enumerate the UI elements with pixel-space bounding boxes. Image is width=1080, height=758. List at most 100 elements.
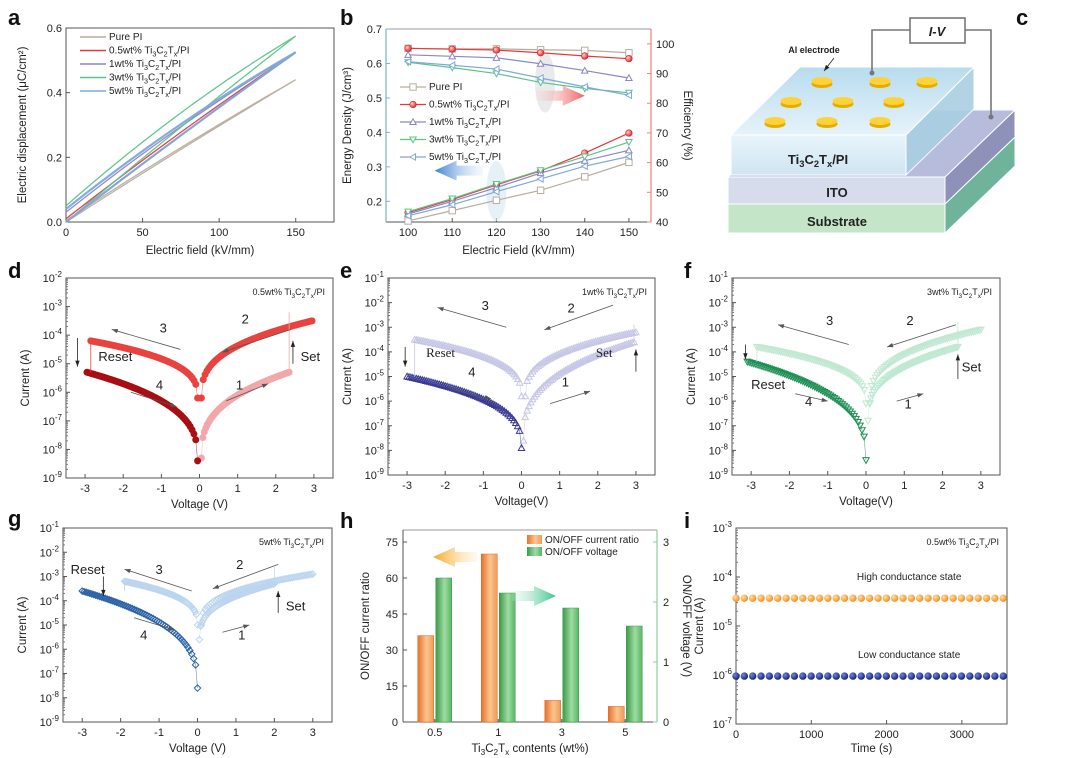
tick-base: 10	[709, 396, 721, 408]
y-tick-label: 10-5	[365, 369, 385, 384]
lcs-point	[765, 672, 774, 680]
tick-base: 10	[365, 298, 377, 310]
efficiency-marker	[625, 55, 633, 63]
y-tick-label: 60	[386, 573, 398, 585]
lcs-point	[790, 672, 799, 680]
y-tick-label: 10-9	[709, 467, 729, 482]
sweep-3-point	[517, 391, 526, 400]
sweep-4-point	[192, 436, 200, 444]
sample-annotation: 3wt% Ti3C2Tx/PI	[927, 287, 992, 300]
x-tick-label: -2	[440, 480, 450, 492]
y-tick-label: 10-2	[365, 295, 385, 310]
hcs-point	[849, 594, 857, 602]
hcs-point	[749, 594, 757, 602]
sweep-3-point	[847, 372, 856, 380]
y2-tick-label: 70	[656, 128, 668, 140]
tick-base: 10	[365, 421, 377, 433]
efficiency-marker	[404, 50, 413, 58]
sweep-4-point	[141, 610, 150, 619]
panel-d-iv-0.5wt: d-3 -2 -1 0 1 2 310-910-810-710-610-510-410-31…	[8, 258, 334, 511]
tick-base: 10	[40, 572, 52, 584]
subscript: 2	[814, 159, 819, 169]
hcs-point	[882, 594, 891, 602]
energy-density-marker	[624, 146, 633, 154]
subscript: 2	[155, 63, 159, 72]
subscript: x	[174, 50, 178, 59]
x-tick-label: 1000	[799, 729, 823, 741]
tick-base: 10	[365, 396, 377, 408]
efficiency-marker	[581, 52, 589, 60]
y-axis-label: Current (A)	[17, 596, 29, 653]
tick-exponent: -9	[52, 714, 60, 723]
text-span: Ti	[958, 537, 965, 547]
sweep-3-point	[832, 364, 841, 373]
text-span: 5wt%	[259, 537, 283, 547]
sweep-4-point	[182, 640, 190, 649]
efficiency-marker	[448, 61, 456, 70]
set-arrow-head	[633, 349, 639, 356]
sweep-number-3: 3	[155, 562, 162, 577]
efficiency-marker	[536, 49, 545, 57]
sweep-3-point	[124, 578, 133, 587]
sweep-2-point	[548, 352, 558, 360]
al-electrode	[883, 97, 905, 105]
hcs-point	[949, 594, 957, 602]
x-tick-label: -1	[154, 727, 164, 739]
sweep-2-point	[545, 354, 554, 362]
panel-label: h	[340, 508, 353, 533]
x-tick-label: 5	[622, 727, 628, 739]
sweep-3-point	[816, 358, 825, 367]
tick-exponent: -6	[52, 641, 60, 650]
sample-annotation: 0.5wt% Ti3C2Tx/PI	[253, 287, 326, 300]
sweep-1-point	[874, 382, 883, 391]
y-tick-label: 10-7	[40, 666, 60, 681]
sweep-3-point	[836, 366, 845, 374]
tick-base: 10	[713, 621, 725, 633]
text-span: 0.5wt%	[109, 46, 144, 57]
sample-annotation: 1wt% Ti3C2Tx/PI	[582, 287, 647, 300]
tick-base: 10	[713, 572, 725, 584]
sweep-1-point	[898, 364, 907, 373]
sweep-direction-arrow	[222, 329, 292, 353]
set-arrow-head	[290, 340, 296, 347]
sweep-4-point	[490, 400, 499, 409]
sweep-2-point	[216, 593, 224, 602]
tick-exponent: -1	[721, 270, 729, 279]
energy-density-line	[407, 155, 630, 217]
subscript: x	[985, 543, 989, 550]
hcs-point	[999, 594, 1007, 602]
hcs-point	[757, 594, 765, 602]
sweep-4-point	[128, 604, 137, 613]
x-tick-label: -3	[77, 727, 87, 739]
sweep-3-point	[809, 356, 818, 364]
sweep-3-point	[860, 387, 869, 395]
y2-tick-label: 1	[663, 657, 669, 669]
set-arrow-head	[276, 591, 281, 598]
text-span: T	[979, 537, 985, 547]
x-axis-label: Voltage (V)	[171, 499, 228, 511]
electrode-pointer-head	[824, 64, 830, 71]
efficiency-marker	[624, 73, 633, 82]
sweep-4-point	[450, 384, 459, 392]
lcs-point	[941, 672, 949, 680]
lcs-point	[899, 672, 907, 680]
lcs-point	[757, 672, 765, 680]
x-tick-label: 0.5	[427, 727, 442, 739]
sweep-4-point	[109, 597, 117, 605]
sweep-2-point	[580, 340, 589, 348]
sweep-2-point	[591, 337, 600, 345]
sweep-1-point	[537, 383, 546, 391]
panel-label: a	[8, 5, 21, 30]
sweep-4-point	[437, 380, 446, 388]
sweep-2-point	[199, 608, 208, 617]
y-tick-label: 10-5	[40, 617, 60, 632]
tick-exponent: -5	[721, 369, 729, 378]
sweep-2-point	[552, 350, 561, 359]
text-span: /PI	[489, 117, 501, 128]
sweep-3-point	[843, 370, 852, 378]
sweep-1-point	[565, 363, 574, 372]
sweep-4-point	[93, 591, 102, 600]
sweep-2-point	[217, 592, 226, 601]
sweep-4-point	[856, 422, 865, 430]
subscript: 2	[475, 156, 479, 165]
